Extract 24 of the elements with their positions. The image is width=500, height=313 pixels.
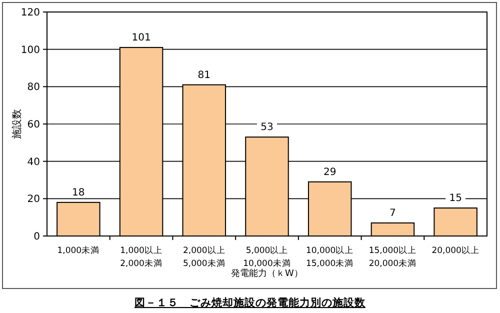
y-tick-label: 20 [27, 194, 40, 206]
x-tick-label: 1,000未満 [57, 245, 100, 256]
x-tick-label: 10,000以上 15,000未満 [306, 245, 354, 269]
data-label: 53 [260, 122, 274, 134]
data-label: 15 [449, 193, 462, 204]
y-tick-label: 100 [20, 44, 40, 56]
y-tick-label: 0 [34, 232, 40, 242]
x-tick-label: 20,000以上 [432, 245, 480, 256]
y-tick-label: 60 [27, 120, 40, 130]
data-label: 7 [390, 208, 396, 219]
y-tick-label: 120 [20, 8, 40, 18]
data-label: 18 [72, 187, 85, 198]
y-axis-title: 施設数 [11, 109, 23, 139]
y-tick-label: 80 [27, 82, 40, 94]
x-axis-title: 発電能力（ｋW） [231, 268, 303, 279]
data-label: 81 [198, 70, 211, 81]
y-tick-label: 40 [27, 156, 40, 168]
x-tick-label: 1,000以上 2,000未満 [120, 245, 162, 269]
x-tick-label: 15,000以上 20,000未満 [368, 245, 417, 269]
data-label: 29 [323, 166, 336, 178]
data-label: 101 [132, 32, 151, 44]
x-tick-label: 2,000以上 5,000未満 [182, 245, 226, 269]
x-tick-label: 5,000以上 10,000未満 [243, 245, 291, 269]
text: 図－１５ ごみ焼却施設の発電能力別の施設数 [134, 296, 366, 309]
